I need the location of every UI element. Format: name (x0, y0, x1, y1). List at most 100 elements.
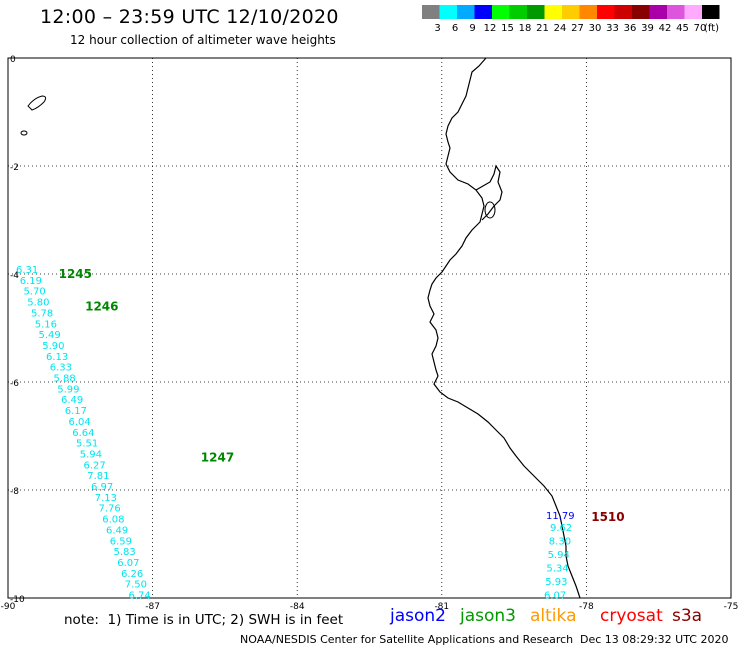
legend-label: 6 (452, 23, 458, 34)
wave-height-label: 5.83 (114, 547, 136, 558)
legend-label: 36 (624, 23, 637, 34)
lon-tick-label: -75 (724, 602, 739, 610)
page-title: 12:00 – 23:59 UTC 12/10/2020 (40, 6, 339, 28)
legend-swatch (527, 5, 545, 19)
color-legend: 3 6 9 12 15 18 21 24 27 30 33 36 39 42 45 70(ft) (422, 5, 720, 34)
galapagos-island-outline (27, 95, 47, 111)
wave-height-label: 5.34 (546, 564, 568, 575)
legend-label: 70 (694, 23, 707, 34)
legend-label: 39 (641, 23, 654, 34)
legend-label: 24 (554, 23, 567, 34)
satellite-altika: altika (530, 606, 577, 626)
wave-height-label: 5.94 (548, 550, 570, 561)
wave-height-label: 6.19 (20, 276, 42, 287)
pass-time-label: 1246 (85, 299, 118, 313)
wave-height-label: 6.26 (121, 569, 143, 580)
wave-height-label: 6.33 (50, 363, 72, 374)
credit-text: NOAA/NESDIS Center for Satellite Applica… (240, 633, 574, 646)
gulf-coastline (475, 164, 503, 221)
wave-height-label: 6.04 (69, 417, 91, 428)
legend-label: 12 (484, 23, 497, 34)
wave-height-label: 11.79 (546, 511, 575, 522)
lon-tick-label: -81 (434, 602, 449, 610)
timestamp-text: Dec 13 08:29:32 UTC 2020 (580, 633, 729, 646)
legend-unit: (ft) (704, 23, 719, 34)
legend-label: 33 (606, 23, 619, 34)
pass-time-label: 1247 (201, 451, 234, 465)
wave-height-label: 7.13 (95, 493, 117, 504)
lat-tick-label: -6 (10, 379, 19, 389)
coastline (427, 57, 581, 599)
wave-height-label: 5.51 (76, 439, 98, 450)
wave-height-label: 5.16 (35, 319, 57, 330)
pass-time-label: 1510 (591, 510, 624, 524)
wave-height-label: 6.31 (16, 265, 38, 276)
legend-swatch (439, 5, 457, 19)
satellite-jason2: jason2 (390, 606, 446, 626)
wave-height-label: 6.27 (84, 460, 106, 471)
legend-swatch (492, 5, 510, 19)
legend-label: 3 (434, 23, 440, 34)
legend-label: 18 (519, 23, 532, 34)
legend-swatch (457, 5, 475, 19)
legend-swatch (422, 5, 440, 19)
legend-label: 15 (501, 23, 514, 34)
legend-swatch (684, 5, 702, 19)
puna-island-outline (484, 201, 496, 219)
lat-tick-label: -4 (10, 271, 19, 281)
wave-height-label: 5.93 (545, 577, 567, 588)
lon-tick-label: -84 (290, 602, 305, 610)
legend-label: 30 (589, 23, 602, 34)
wave-height-label: 5.99 (57, 384, 79, 395)
wave-height-label: 9.62 (550, 523, 572, 534)
lat-tick-label: -2 (10, 163, 19, 173)
lon-tick-label: -90 (1, 602, 16, 610)
legend-swatch (632, 5, 650, 19)
lat-tick-label: -10 (10, 595, 25, 605)
legend-label: 45 (676, 23, 689, 34)
legend-label: 9 (469, 23, 475, 34)
wave-height-label: 5.49 (39, 330, 61, 341)
legend-swatch (667, 5, 685, 19)
page-subtitle: 12 hour collection of altimeter wave hei… (70, 33, 336, 47)
legend-swatch (544, 5, 562, 19)
legend-label: 21 (536, 23, 549, 34)
lon-tick-label: -87 (145, 602, 160, 610)
pass-time-label: 1245 (59, 267, 92, 281)
legend-swatch (614, 5, 632, 19)
wave-height-label: 5.78 (31, 308, 53, 319)
galapagos-islet-outline (20, 130, 28, 136)
wave-height-label: 6.07 (544, 591, 566, 602)
wave-height-label: 5.90 (42, 341, 64, 352)
legend-swatch (649, 5, 667, 19)
wave-height-label: 5.88 (54, 374, 76, 385)
satellite-s3a: s3a (672, 606, 703, 626)
legend-label: 42 (659, 23, 672, 34)
wave-height-label: 6.17 (65, 406, 87, 417)
wave-height-label: 7.76 (99, 504, 121, 515)
wave-height-label: 6.74 (129, 591, 151, 602)
wave-height-label: 6.59 (110, 536, 132, 547)
legend-label: 27 (571, 23, 584, 34)
wave-height-label: 6.49 (61, 395, 83, 406)
wave-height-label: 5.94 (80, 449, 102, 460)
lat-tick-label: 0 (10, 55, 16, 65)
wave-height-label: 5.70 (24, 287, 46, 298)
lat-tick-label: -8 (10, 487, 19, 497)
map-plot[interactable]: -90 -87 -84 -81 -78 -750-2-4-6-8-106.316.195.… (0, 0, 740, 610)
wave-height-label: 6.97 (91, 482, 113, 493)
footer-note: note: 1) Time is in UTC; 2) SWH is in fe… (64, 612, 344, 628)
legend-swatch (579, 5, 597, 19)
wave-height-label: 7.81 (87, 471, 109, 482)
wave-height-label: 6.07 (117, 558, 139, 569)
satellite-cryosat: cryosat (600, 606, 663, 626)
wave-height-label: 6.64 (72, 428, 94, 439)
wave-height-label: 6.08 (102, 515, 124, 526)
legend-swatch (474, 5, 492, 19)
wave-height-label: 6.13 (46, 352, 68, 363)
wave-height-label: 6.49 (106, 525, 128, 536)
legend-swatch (597, 5, 615, 19)
wave-height-label: 7.50 (125, 580, 147, 591)
lon-tick-label: -78 (579, 602, 594, 610)
wave-height-label: 8.30 (549, 537, 571, 548)
